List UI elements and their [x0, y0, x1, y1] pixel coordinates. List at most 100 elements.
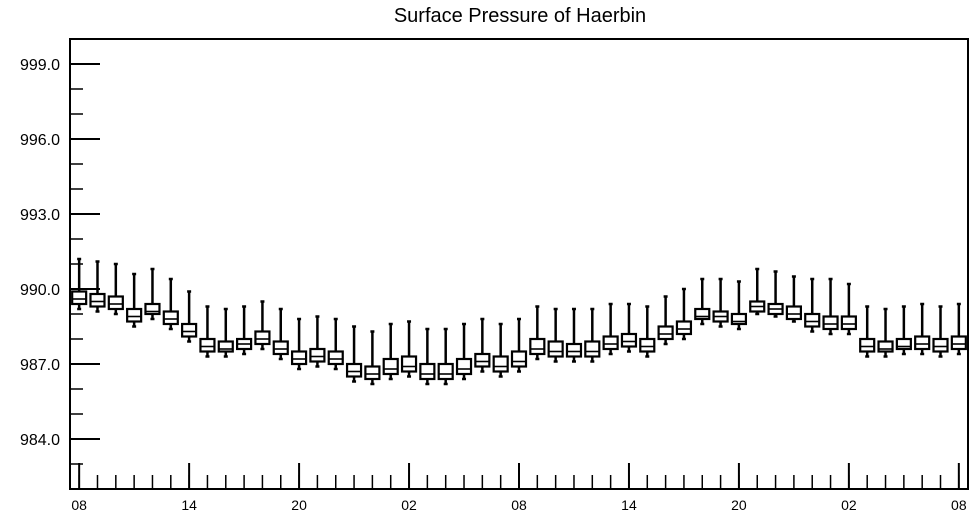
box-item — [565, 307, 583, 363]
box-item — [804, 277, 821, 333]
box-body — [639, 337, 656, 353]
box-item — [107, 262, 124, 316]
box-body — [804, 312, 821, 328]
box-item — [510, 317, 528, 373]
box-body — [895, 337, 912, 351]
box-body — [474, 352, 491, 368]
x-tick-label: 08 — [71, 497, 87, 513]
box-body — [565, 342, 583, 358]
box-body — [437, 362, 454, 381]
box-item — [199, 305, 216, 358]
box-body — [144, 302, 161, 316]
box-body — [419, 362, 436, 381]
x-tick-label: 08 — [951, 497, 967, 513]
box-body — [181, 322, 198, 338]
x-tick-label: 02 — [841, 497, 857, 513]
box-body — [602, 335, 619, 351]
box-body — [162, 310, 179, 326]
box-body — [675, 320, 693, 336]
box-body — [364, 365, 381, 381]
box-body — [71, 290, 88, 306]
box-item — [474, 317, 491, 373]
box-item — [639, 305, 656, 358]
box-body — [914, 335, 931, 351]
box-body — [382, 357, 399, 376]
box-item — [657, 295, 674, 346]
box-body — [199, 337, 216, 353]
box-body — [584, 340, 601, 358]
box-item — [236, 305, 253, 356]
box-item — [730, 280, 748, 331]
box-item — [529, 305, 546, 361]
box-body — [694, 307, 711, 321]
box-body — [657, 325, 674, 341]
box-item — [602, 302, 619, 356]
x-tick-label: 02 — [401, 497, 417, 513]
box-body — [822, 315, 839, 331]
box-item — [620, 302, 638, 353]
box-item — [382, 322, 399, 381]
box-item — [126, 272, 143, 328]
box-body — [492, 355, 509, 373]
box-item — [877, 307, 894, 358]
box-item — [217, 307, 234, 358]
box-item — [400, 320, 418, 378]
box-body — [126, 307, 143, 323]
y-tick-label: 996.0 — [20, 132, 60, 149]
x-tick-label: 20 — [731, 497, 747, 513]
box-series — [71, 257, 967, 386]
box-item — [584, 307, 601, 363]
chart-title: Surface Pressure of Haerbin — [394, 5, 646, 27]
box-body — [400, 355, 418, 373]
box-item — [71, 257, 88, 311]
y-tick-label: 999.0 — [20, 57, 60, 74]
box-item — [749, 267, 766, 316]
box-item — [840, 282, 857, 336]
x-tick-label: 14 — [621, 497, 637, 513]
y-tick-label: 984.0 — [20, 432, 60, 449]
box-body — [345, 362, 363, 378]
box-body — [510, 350, 528, 368]
plot-frame — [69, 38, 969, 490]
box-item — [895, 305, 912, 356]
x-axis: 08 14 20 02 08 14 20 02 08 — [71, 463, 967, 513]
y-tick-label: 987.0 — [20, 357, 60, 374]
box-item — [345, 325, 363, 383]
box-item — [492, 322, 509, 378]
y-tick-label: 990.0 — [20, 282, 60, 299]
box-item — [932, 305, 949, 358]
x-tick-label: 08 — [511, 497, 527, 513]
box-body — [254, 330, 271, 346]
box-item — [309, 315, 326, 368]
box-item — [254, 300, 271, 351]
box-body — [859, 337, 876, 353]
box-body — [547, 340, 564, 358]
box-item — [675, 287, 693, 341]
box-item — [767, 270, 784, 318]
box-item — [181, 290, 198, 343]
box-body — [290, 350, 308, 366]
box-item — [162, 277, 179, 331]
box-item — [822, 277, 839, 336]
box-item — [419, 327, 436, 386]
box-item — [364, 330, 381, 386]
box-body — [455, 357, 473, 376]
box-body — [785, 305, 802, 321]
box-item — [290, 317, 308, 371]
box-item — [144, 267, 161, 321]
box-body — [730, 312, 748, 326]
box-body — [272, 340, 289, 356]
box-body — [327, 350, 344, 366]
y-tick-label: 993.0 — [20, 207, 60, 224]
box-body — [620, 332, 638, 348]
box-body — [950, 335, 967, 351]
box-body — [529, 337, 546, 356]
box-body — [107, 295, 124, 311]
box-body — [309, 347, 326, 363]
box-item — [694, 277, 711, 326]
box-item — [950, 302, 967, 356]
box-body — [932, 337, 949, 353]
box-item — [712, 277, 729, 328]
box-item — [859, 305, 876, 358]
